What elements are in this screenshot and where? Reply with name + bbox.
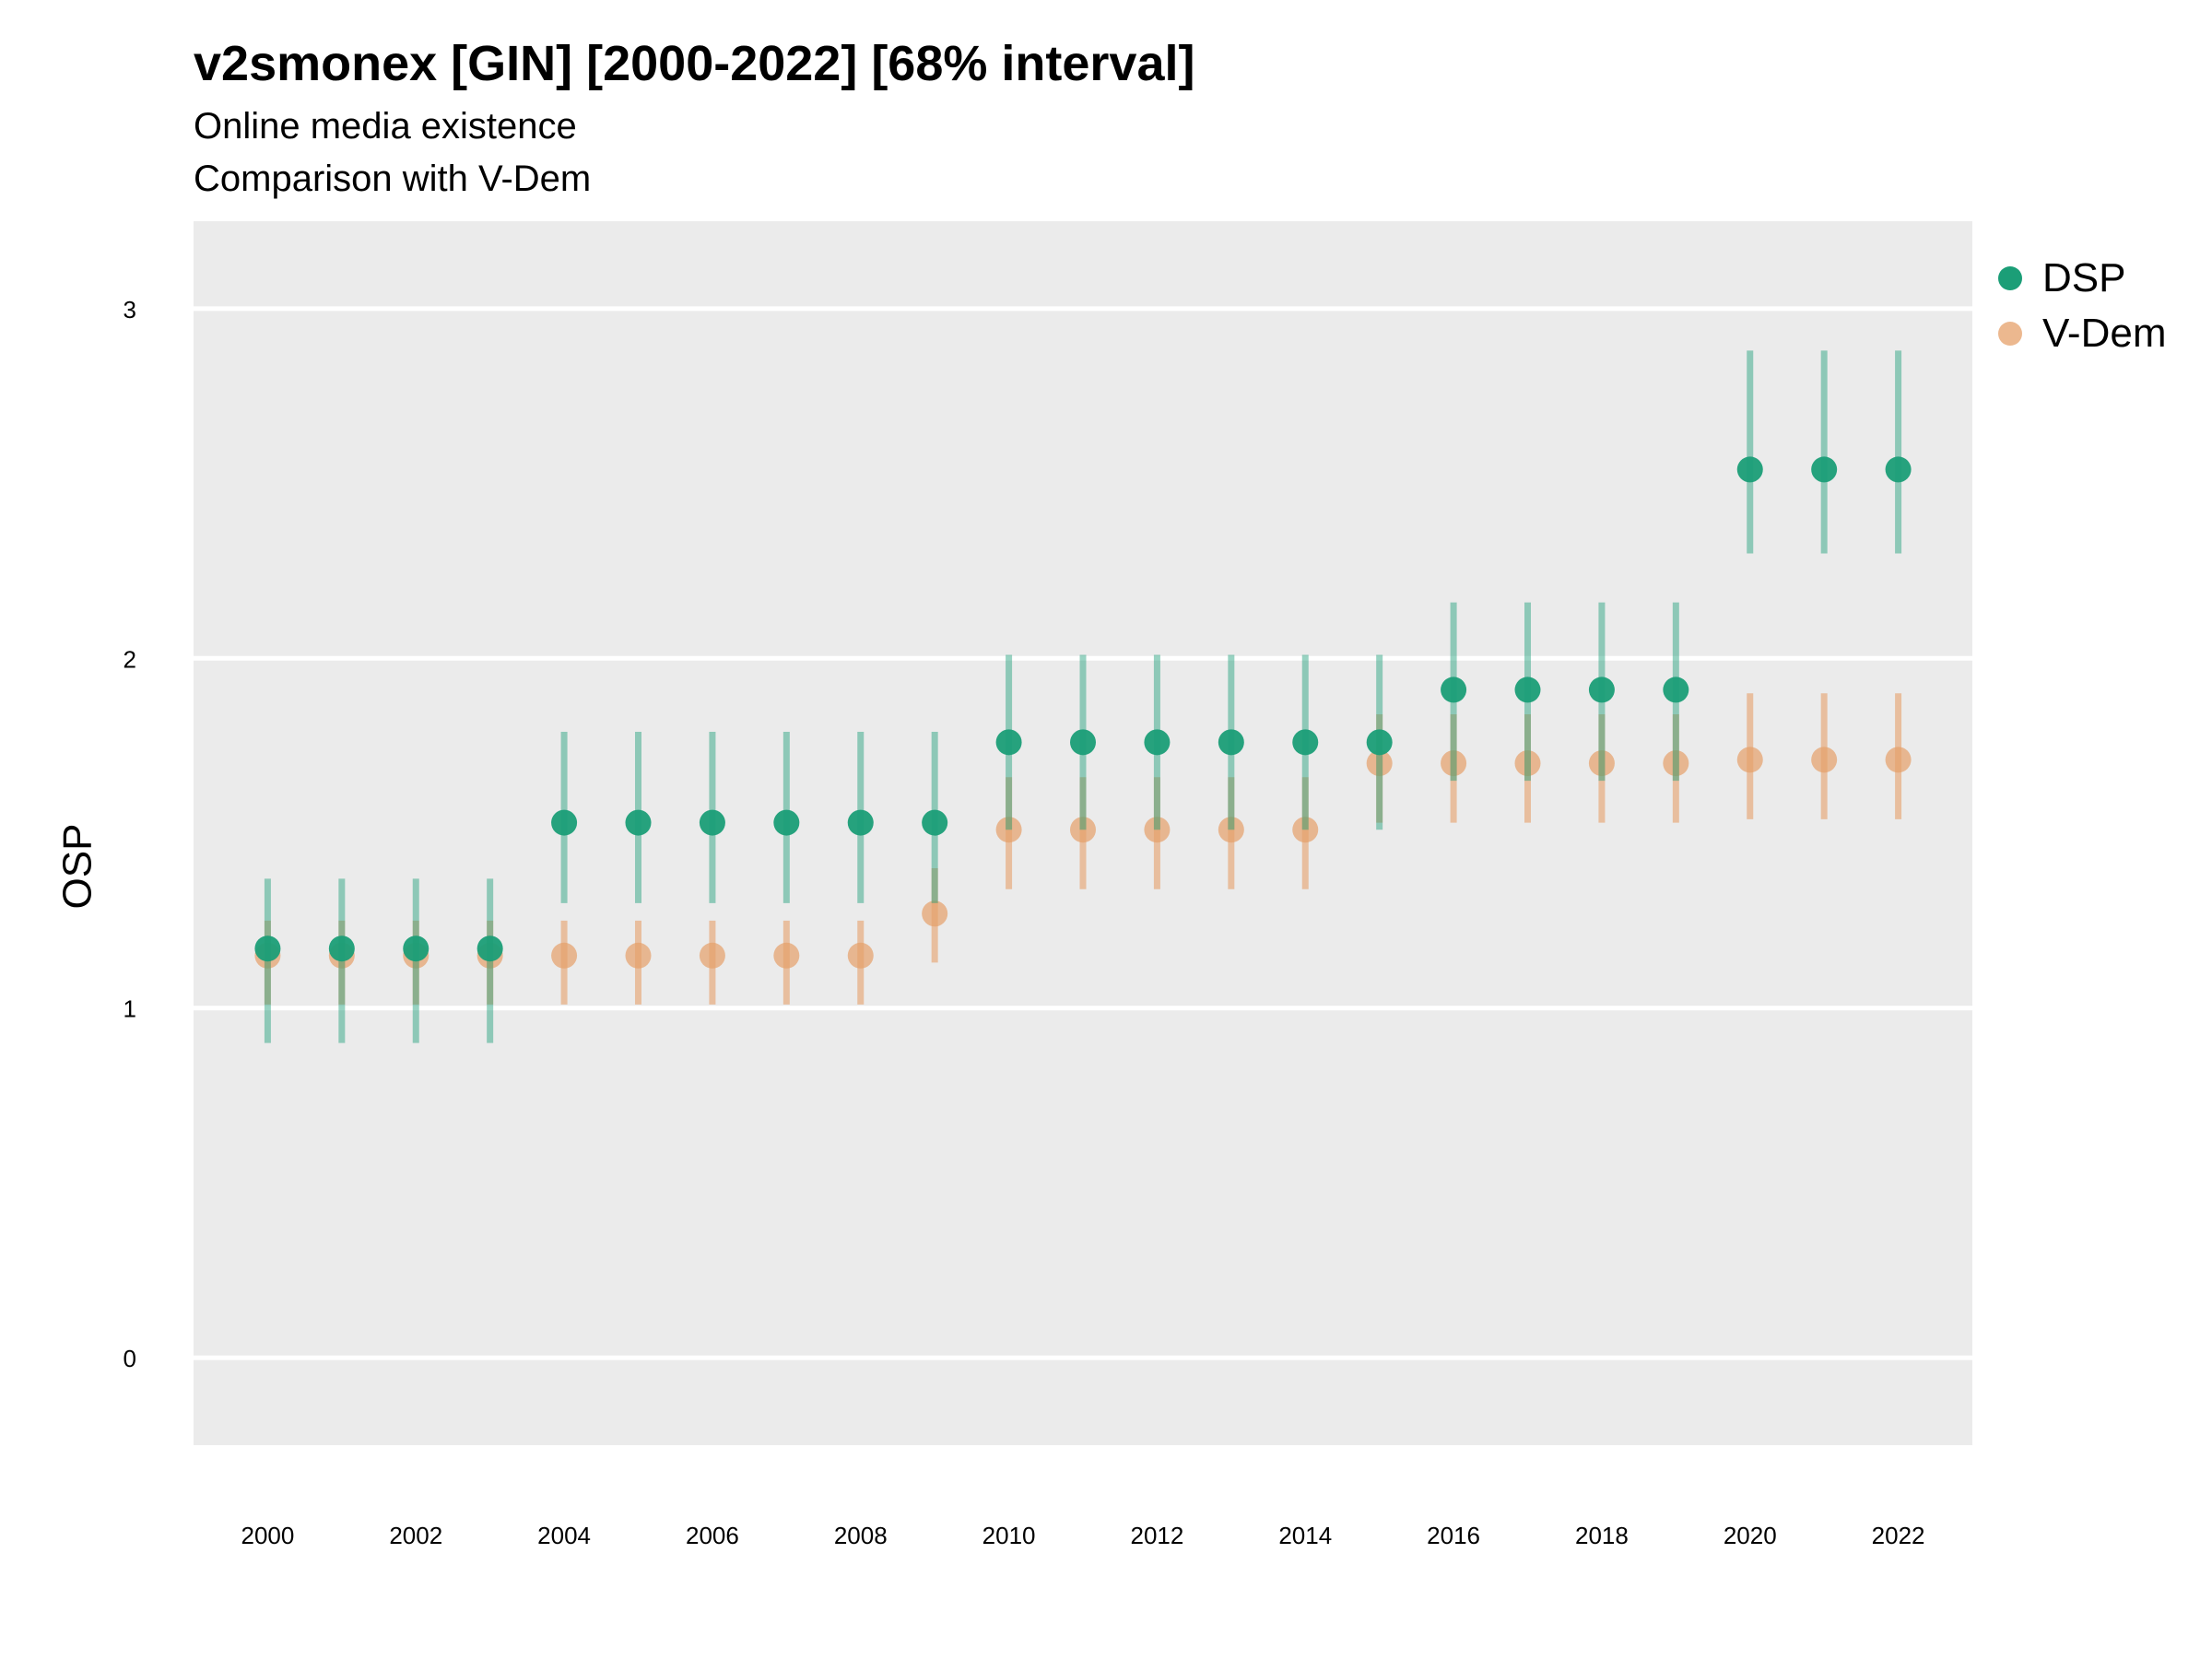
point-dsp[interactable] <box>1292 729 1319 756</box>
point-dsp[interactable] <box>1588 677 1615 703</box>
y-tick-label: 3 <box>124 296 136 324</box>
point-dsp[interactable] <box>1366 729 1393 756</box>
x-tick-label: 2000 <box>241 1522 294 1549</box>
point-vdem[interactable] <box>995 817 1022 843</box>
point-vdem[interactable] <box>1070 817 1096 843</box>
point-vdem[interactable] <box>1736 747 1763 773</box>
point-vdem[interactable] <box>1663 750 1689 777</box>
x-tick-label: 2010 <box>982 1522 1036 1549</box>
point-dsp[interactable] <box>1885 456 1912 483</box>
x-tick-label: 2020 <box>1724 1522 1777 1549</box>
x-tick-label: 2018 <box>1575 1522 1629 1549</box>
x-tick-label: 2022 <box>1872 1522 1925 1549</box>
point-dsp[interactable] <box>699 809 725 836</box>
point-vdem[interactable] <box>922 900 948 927</box>
point-dsp[interactable] <box>995 729 1022 756</box>
chart-subtitle: Online media existence <box>194 106 577 147</box>
point-vdem[interactable] <box>1885 747 1912 773</box>
point-vdem[interactable] <box>1811 747 1838 773</box>
point-vdem[interactable] <box>551 942 578 969</box>
chart-title: v2smonex [GIN] [2000-2022] [68% interval… <box>194 36 1195 91</box>
point-dsp[interactable] <box>551 809 578 836</box>
point-vdem[interactable] <box>699 942 725 969</box>
series-vdem <box>254 693 1912 1005</box>
legend-item-vdem[interactable]: V-Dem <box>1998 306 2166 361</box>
point-dsp[interactable] <box>1070 729 1096 756</box>
point-dsp[interactable] <box>1811 456 1838 483</box>
point-dsp[interactable] <box>254 935 281 962</box>
point-dsp[interactable] <box>625 809 652 836</box>
point-dsp[interactable] <box>1514 677 1541 703</box>
legend-label-dsp: DSP <box>2042 255 2126 300</box>
series-dsp <box>254 350 1912 1043</box>
point-dsp[interactable] <box>403 935 429 962</box>
legend: DSP V-Dem <box>1998 251 2166 361</box>
point-vdem[interactable] <box>773 942 800 969</box>
y-tick-label: 2 <box>124 645 136 673</box>
point-vdem[interactable] <box>1292 817 1319 843</box>
point-vdem[interactable] <box>1441 750 1467 777</box>
y-tick-label: 0 <box>124 1345 136 1372</box>
x-tick-label: 2006 <box>686 1522 739 1549</box>
point-dsp[interactable] <box>1441 677 1467 703</box>
x-tick-label: 2012 <box>1130 1522 1183 1549</box>
point-dsp[interactable] <box>847 809 874 836</box>
legend-label-vdem: V-Dem <box>2042 311 2167 356</box>
y-tick-label: 1 <box>124 995 136 1023</box>
point-dsp[interactable] <box>1144 729 1171 756</box>
x-tick-labels: 2000 2002 2004 2006 2008 2010 2012 2014 2016 2018… <box>241 1522 1924 1549</box>
point-vdem[interactable] <box>1144 817 1171 843</box>
point-dsp[interactable] <box>328 935 355 962</box>
point-vdem[interactable] <box>1218 817 1244 843</box>
legend-marker-dsp <box>1998 266 2022 290</box>
point-dsp[interactable] <box>773 809 800 836</box>
point-vdem[interactable] <box>1588 750 1615 777</box>
x-tick-label: 2016 <box>1427 1522 1480 1549</box>
x-tick-label: 2008 <box>834 1522 888 1549</box>
y-tick-labels: 0 1 2 3 <box>124 296 136 1372</box>
gridlines <box>194 306 1972 1360</box>
chart-subtitle-comparison: Comparison with V-Dem <box>194 159 592 199</box>
point-dsp[interactable] <box>1663 677 1689 703</box>
x-tick-label: 2004 <box>537 1522 591 1549</box>
legend-item-dsp[interactable]: DSP <box>1998 251 2166 306</box>
point-dsp[interactable] <box>922 809 948 836</box>
point-dsp[interactable] <box>1736 456 1763 483</box>
x-tick-label: 2014 <box>1278 1522 1332 1549</box>
point-vdem[interactable] <box>1514 750 1541 777</box>
series-layer <box>254 350 1912 1043</box>
point-vdem[interactable] <box>1366 750 1393 777</box>
legend-marker-vdem <box>1998 322 2022 346</box>
x-tick-label: 2002 <box>389 1522 442 1549</box>
point-vdem[interactable] <box>625 942 652 969</box>
point-dsp[interactable] <box>1218 729 1244 756</box>
point-vdem[interactable] <box>847 942 874 969</box>
point-dsp[interactable] <box>477 935 503 962</box>
